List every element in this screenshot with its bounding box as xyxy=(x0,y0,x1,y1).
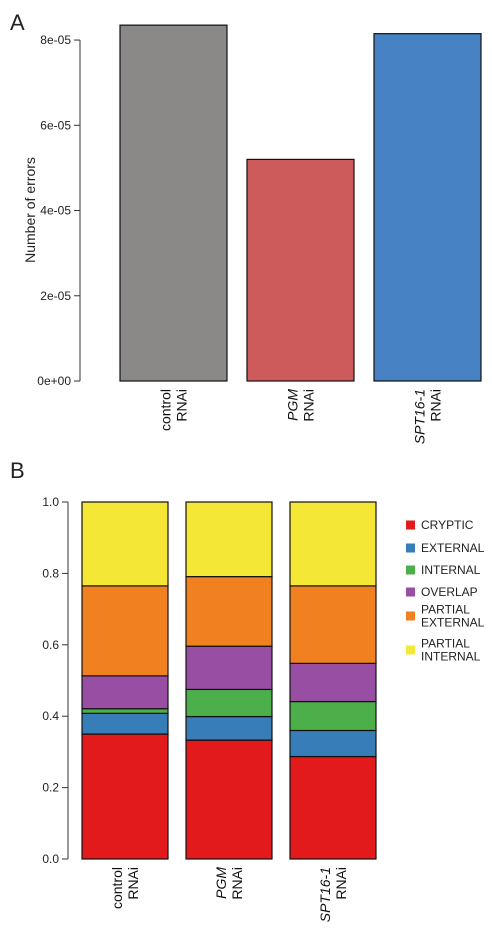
y-tick-label: 0.8 xyxy=(42,566,59,580)
bar-spt16-1 xyxy=(373,33,482,382)
category-label-1-suffix: RNAi xyxy=(229,867,245,900)
legend-label-overlap: OVERLAP xyxy=(421,585,478,599)
y-tick-label: 1.0 xyxy=(42,495,59,509)
segment-external-control xyxy=(81,712,169,735)
legend-swatch-overlap xyxy=(406,587,415,597)
y-tick-label: 2e-05 xyxy=(40,289,71,303)
category-label-0-suffix: RNAi xyxy=(174,389,190,422)
category-label-1-suffix: RNAi xyxy=(301,389,317,422)
chart-a: 0e+00 2e-05 4e-05 6e-05 8e-05 Number of error… xyxy=(22,24,482,444)
segment-partial-external-spt16-1 xyxy=(289,585,377,664)
segment-external-pgm xyxy=(185,715,273,741)
legend-swatch-external xyxy=(406,543,415,553)
legend-label-internal: INTERNAL xyxy=(421,563,481,577)
category-label-0-name: control xyxy=(109,867,125,909)
legend-swatch-partial-external xyxy=(406,611,415,621)
segment-cryptic-control xyxy=(81,733,169,860)
y-tick-label: 0.6 xyxy=(42,638,59,652)
segment-partial-internal-control xyxy=(81,501,169,587)
y-tick-label: 6e-05 xyxy=(40,118,71,132)
legend-label-partial-external: EXTERNAL xyxy=(421,616,485,630)
panel-a-letter: A xyxy=(10,10,25,35)
category-label-0-suffix: RNAi xyxy=(125,867,141,900)
segment-partial-internal-spt16-1 xyxy=(289,501,377,587)
legend-swatch-cryptic xyxy=(406,520,415,530)
y-tick-label: 8e-05 xyxy=(40,33,71,47)
legend-swatch-internal xyxy=(406,565,415,575)
segment-partial-external-control xyxy=(81,585,169,677)
y-tick-label: 0.4 xyxy=(42,709,59,723)
segment-cryptic-spt16-1 xyxy=(289,755,377,860)
legend-label-external: EXTERNAL xyxy=(421,541,485,555)
y-axis-title: Number of errors xyxy=(22,157,38,263)
y-tick-label: 0.2 xyxy=(42,781,59,795)
category-label-2-name: SPT16-1 xyxy=(317,867,333,922)
segment-partial-internal-pgm xyxy=(185,501,273,578)
segment-internal-spt16-1 xyxy=(289,700,377,732)
y-tick-label: 0.0 xyxy=(42,852,59,866)
segment-internal-pgm xyxy=(185,688,273,718)
segment-overlap-spt16-1 xyxy=(289,662,377,703)
legend-label-partial-external: PARTIAL xyxy=(421,603,470,617)
category-label-1-name: PGM xyxy=(285,389,301,421)
segment-external-spt16-1 xyxy=(289,729,377,758)
bar-pgm xyxy=(246,158,355,382)
category-label-0-name: control xyxy=(158,389,174,431)
segment-internal-control xyxy=(81,708,169,714)
legend-swatch-partial-internal xyxy=(406,645,415,655)
segment-cryptic-pgm xyxy=(185,739,273,860)
category-label-1-name: PGM xyxy=(213,867,229,899)
legend-label-partial-internal: INTERNAL xyxy=(421,650,481,664)
legend-label-cryptic: CRYPTIC xyxy=(421,518,474,532)
y-tick-label: 4e-05 xyxy=(40,204,71,218)
category-label-2-name: SPT16-1 xyxy=(412,389,428,444)
category-label-2-suffix: RNAi xyxy=(333,867,349,900)
bar-control xyxy=(119,24,228,382)
segment-partial-external-pgm xyxy=(185,576,273,647)
segment-overlap-pgm xyxy=(185,645,273,691)
panel-b-letter: B xyxy=(10,458,25,483)
segment-overlap-control xyxy=(81,675,169,710)
legend-label-partial-internal: PARTIAL xyxy=(421,637,470,651)
y-tick-label: 0e+00 xyxy=(37,374,71,388)
category-label-2-suffix: RNAi xyxy=(428,389,444,422)
